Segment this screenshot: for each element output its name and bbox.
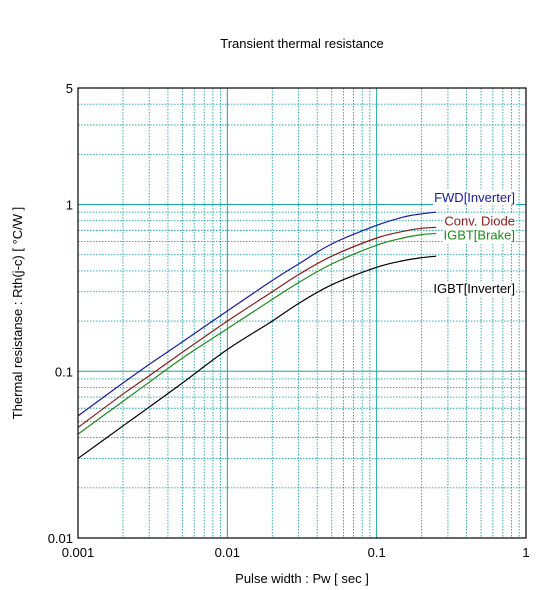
x-tick-label: 0.01 (215, 545, 240, 560)
x-tick-label: 0.001 (62, 545, 95, 560)
series-label-background (442, 227, 516, 243)
series-label-fwd-inverter: FWD[Inverter] (434, 190, 515, 205)
series-label-conv-diode: Conv. Diode (444, 213, 515, 228)
y-axis-label: Thermal resistanse : Rth(j-c) [ °C/W ] (10, 207, 25, 420)
series-label-background (433, 190, 516, 206)
x-tick-label: 1 (522, 545, 529, 560)
series-label-igbt-brake: IGBT[Brake] (443, 228, 515, 243)
series-label-background (432, 281, 516, 297)
plot-frame (77, 87, 527, 539)
x-tick-labels: 0.001 0.01 0.1 1 (62, 545, 530, 560)
x-tick-label: 0.1 (368, 545, 386, 560)
series-line-conv-diode (77, 226, 437, 428)
series-label-background (443, 213, 516, 229)
y-tick-label: 5 (66, 81, 73, 96)
y-tick-labels: 0.01 0.1 1 5 (48, 81, 73, 546)
grid (78, 88, 526, 538)
y-tick-label: 0.01 (48, 531, 73, 546)
series-line-igbt-brake (77, 232, 437, 435)
series-line-igbt-inverter (77, 255, 437, 459)
x-axis-label: Pulse width : Pw [ sec ] (235, 571, 369, 586)
y-tick-label: 0.1 (55, 364, 73, 379)
y-tick-label: 1 (66, 198, 73, 213)
series-lines (77, 211, 437, 459)
series-line-fwd-inverter (77, 211, 437, 417)
series-label-igbt-inverter: IGBT[Inverter] (433, 281, 515, 296)
chart-title: Transient thermal resistance (220, 36, 384, 51)
